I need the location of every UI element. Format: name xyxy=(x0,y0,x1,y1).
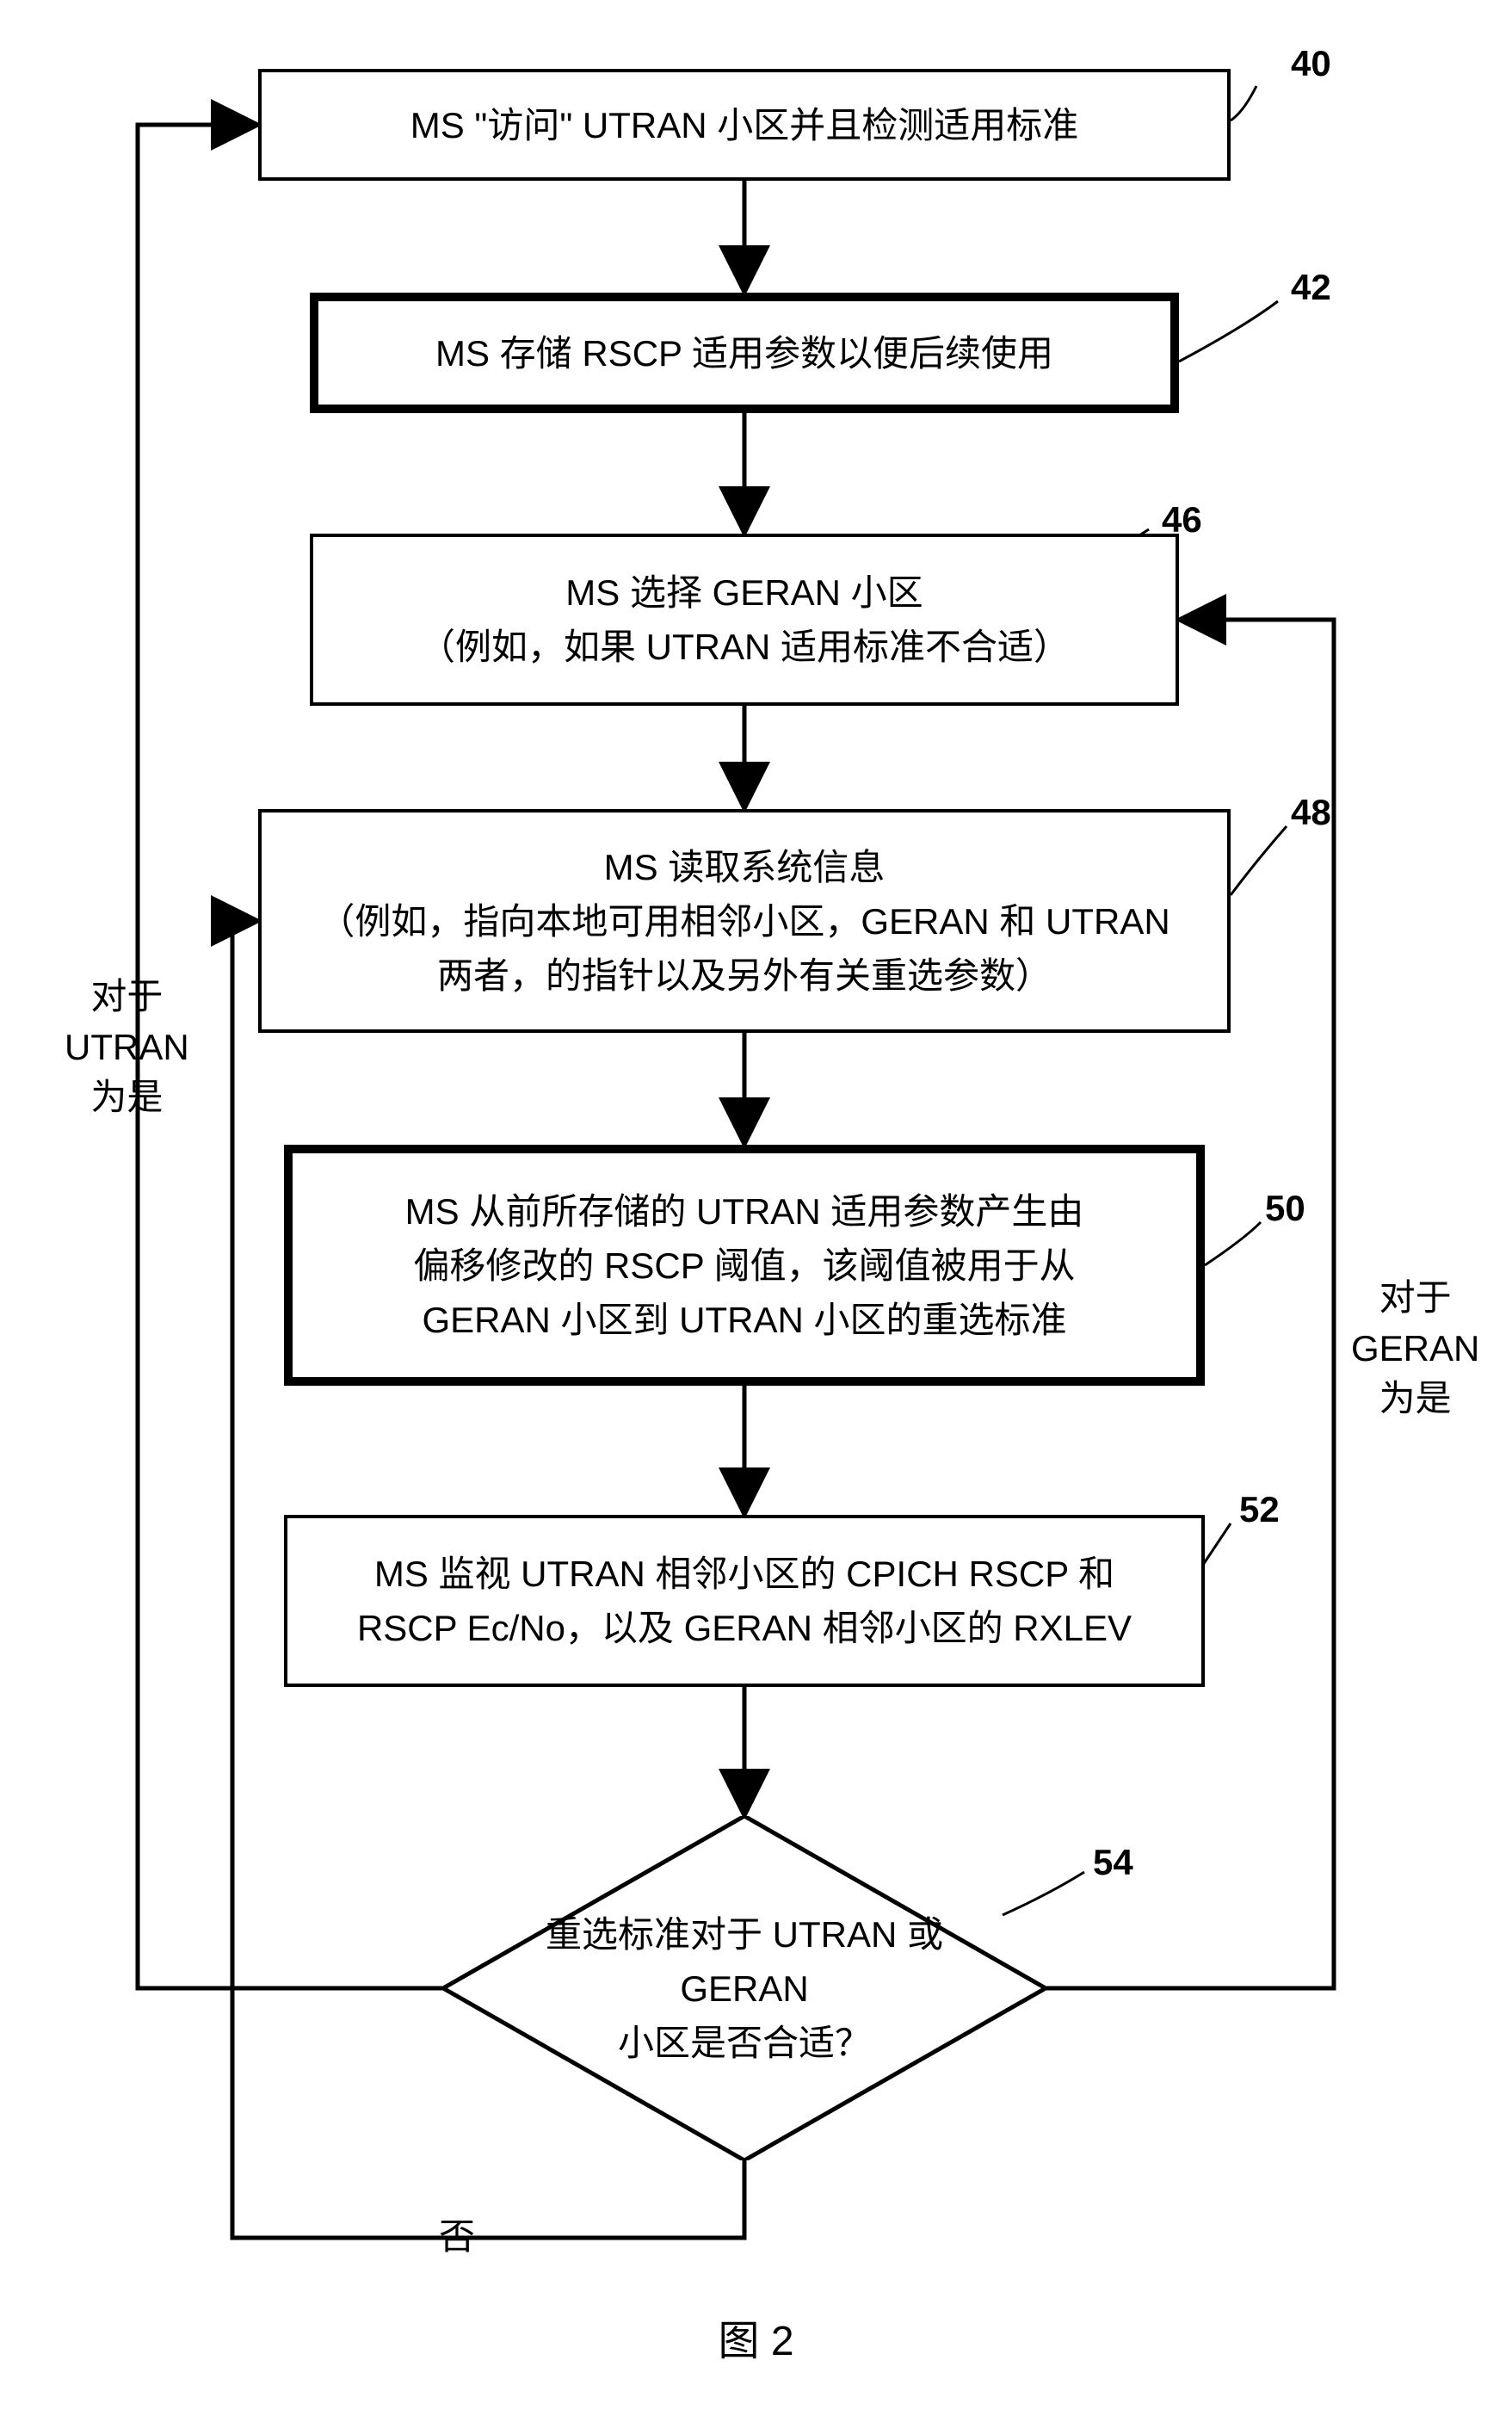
box-50: MS 从前所存储的 UTRAN 适用参数产生由 偏移修改的 RSCP 阈值，该阈… xyxy=(284,1145,1205,1386)
label-50: 50 xyxy=(1265,1188,1305,1229)
box-48-text: MS 读取系统信息 （例如，指向本地可用相邻小区，GERAN 和 UTRAN 两… xyxy=(318,840,1169,1003)
label-46: 46 xyxy=(1162,499,1202,541)
side-label-utran: 对于 UTRAN 为是 xyxy=(65,921,189,1123)
label-40: 40 xyxy=(1291,43,1331,84)
box-42-text: MS 存储 RSCP 适用参数以便后续使用 xyxy=(435,326,1053,380)
label-52: 52 xyxy=(1239,1489,1280,1530)
box-40-text: MS "访问" UTRAN 小区并且检测适用标准 xyxy=(410,98,1079,152)
diamond-54: 重选标准对于 UTRAN 或 GERAN 小区是否合适？ xyxy=(443,1816,1046,2160)
box-46-text: MS 选择 GERAN 小区 （例如，如果 UTRAN 适用标准不合适） xyxy=(419,565,1070,674)
box-52-text: MS 监视 UTRAN 相邻小区的 CPICH RSCP 和 RSCP Ec/N… xyxy=(357,1547,1132,1655)
side-label-geran: 对于 GERAN 为是 xyxy=(1351,1222,1479,1424)
figure-caption: 图 2 xyxy=(718,2307,793,2367)
box-50-text: MS 从前所存储的 UTRAN 适用参数产生由 偏移修改的 RSCP 阈值，该阈… xyxy=(405,1184,1084,1347)
box-40: MS "访问" UTRAN 小区并且检测适用标准 xyxy=(258,69,1231,181)
box-46: MS 选择 GERAN 小区 （例如，如果 UTRAN 适用标准不合适） xyxy=(310,534,1179,706)
side-label-no: 否 xyxy=(439,2212,475,2263)
label-42: 42 xyxy=(1291,267,1331,308)
diamond-54-text: 重选标准对于 UTRAN 或 GERAN 小区是否合适？ xyxy=(443,1907,1046,2070)
label-48: 48 xyxy=(1291,792,1331,833)
label-54: 54 xyxy=(1093,1842,1133,1883)
flowchart-container: MS "访问" UTRAN 小区并且检测适用标准 40 MS 存储 RSCP 适… xyxy=(43,34,1469,2358)
box-42: MS 存储 RSCP 适用参数以便后续使用 xyxy=(310,293,1179,413)
box-52: MS 监视 UTRAN 相邻小区的 CPICH RSCP 和 RSCP Ec/N… xyxy=(284,1515,1205,1687)
box-48: MS 读取系统信息 （例如，指向本地可用相邻小区，GERAN 和 UTRAN 两… xyxy=(258,809,1231,1033)
